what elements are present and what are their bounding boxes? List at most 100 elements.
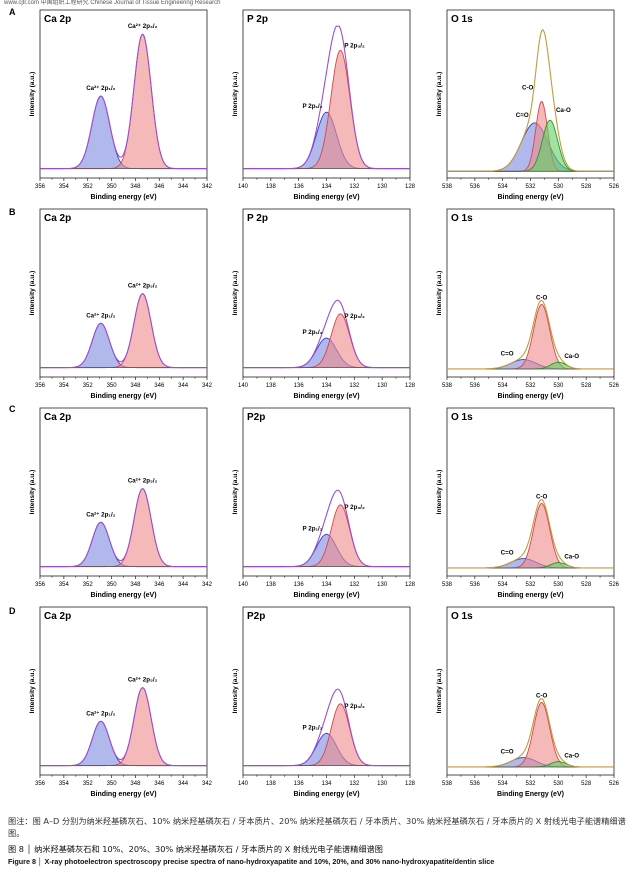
xps-figure: A B C D 356 354 352 350 348 346 344 342 Binding ener… (9, 7, 620, 798)
plot-frame (39, 407, 208, 577)
xps-panel-c-2: 140 138 136 134 132 130 128 Binding energy (eV)… (232, 407, 416, 599)
plot-frame (39, 208, 208, 378)
peak-label-0: P 2p₁/₂ (303, 103, 323, 110)
envelope-line (447, 499, 614, 569)
x-tick-label: 136 (294, 582, 305, 588)
y-axis-label: Intensity (a.u.) (232, 271, 239, 316)
x-tick-label: 342 (202, 184, 213, 190)
peak-label-1: P 2p₃/₂ (344, 42, 365, 49)
x-tick-label: 138 (266, 582, 277, 588)
y-axis-label: Intensity (a.u.) (232, 669, 239, 714)
x-tick-label: 356 (35, 781, 46, 787)
plot-title: O 1s (451, 14, 473, 25)
xps-panel-a-3: 538 536 534 532 530 528 526 Binding energy (eV)… (436, 9, 620, 201)
envelope-line (447, 29, 614, 172)
peak-label-1: Ca²⁺ 2p₃/₂ (128, 478, 158, 485)
peak-label-1: Ca²⁺ 2p₃/₂ (128, 677, 158, 684)
x-tick-label: 128 (405, 184, 416, 190)
x-tick-label: 132 (349, 781, 360, 787)
peak-fill-1 (243, 313, 410, 368)
x-tick-label: 526 (609, 781, 620, 787)
panel-letter-c: C (9, 404, 16, 414)
y-axis-label: Intensity (a.u.) (232, 470, 239, 515)
peak-label-2: Ca-O (564, 554, 579, 561)
xps-panel-c-3: 538 536 534 532 530 528 526 Binding energy (eV)… (436, 407, 620, 599)
plot-frame (39, 606, 208, 776)
peak-label-2: Ca-O (564, 753, 579, 760)
xps-panel-a-1: 356 354 352 350 348 346 344 342 Binding energy (… (29, 9, 213, 201)
x-tick-label: 350 (107, 184, 118, 190)
x-tick-label: 528 (581, 781, 592, 787)
figure-note: 图注：图 A–D 分别为纳米羟基磷灰石、10% 纳米羟基磷灰石 / 牙本质片、2… (8, 816, 626, 838)
x-tick-label: 344 (178, 781, 189, 787)
envelope-line (40, 488, 207, 568)
peak-line-1 (40, 687, 207, 767)
plot-frame (39, 9, 208, 179)
plot-title: P 2p (247, 14, 268, 25)
plot-title: O 1s (451, 611, 473, 622)
x-tick-label: 350 (107, 781, 118, 787)
x-axis-label: Binding energy (eV) (293, 393, 359, 400)
peak-label-1: C-O (536, 692, 548, 699)
x-tick-label: 528 (581, 582, 592, 588)
x-axis-label: Binding energy (eV) (90, 194, 156, 201)
x-tick-label: 134 (321, 582, 332, 588)
figure-title-en: Figure 8 │ X-ray photoelectron spectrosc… (8, 857, 495, 866)
envelope-line (40, 687, 207, 767)
peak-fill-1 (40, 687, 207, 766)
x-axis-label: Binding energy (eV) (497, 592, 563, 599)
peak-label-2: Ca-O (556, 107, 571, 114)
x-tick-label: 352 (83, 184, 94, 190)
x-tick-label: 140 (238, 184, 249, 190)
x-tick-label: 132 (349, 184, 360, 190)
x-axis-label: Binding energy (eV) (90, 791, 156, 798)
envelope-line (447, 698, 614, 768)
x-tick-label: 354 (59, 184, 70, 190)
x-axis-label: Binding energy (eV) (293, 194, 359, 201)
x-tick-label: 346 (154, 781, 165, 787)
x-tick-label: 530 (553, 582, 564, 588)
xps-panel-a-2: 140 138 136 134 132 130 128 Binding energy (eV)… (232, 9, 416, 201)
peak-label-1: P 2p₃/₂ (344, 313, 365, 320)
x-tick-label: 346 (154, 184, 165, 190)
peak-label-0: P 2p₁/₂ (303, 724, 323, 731)
x-tick-label: 534 (498, 383, 509, 389)
envelope-line (243, 25, 410, 170)
x-tick-label: 534 (498, 781, 509, 787)
x-tick-label: 140 (238, 781, 249, 787)
panel-letter-a: A (9, 7, 16, 17)
x-tick-label: 344 (178, 582, 189, 588)
x-tick-label: 134 (321, 184, 332, 190)
peak-label-1: Ca²⁺ 2p₃/₂ (128, 283, 158, 290)
x-tick-label: 138 (266, 184, 277, 190)
plot-title: P2p (247, 611, 265, 622)
x-tick-label: 530 (553, 781, 564, 787)
xps-panel-c-1: 356 354 352 350 348 346 344 342 Binding energy (… (29, 407, 213, 599)
x-tick-label: 128 (405, 383, 416, 389)
x-tick-label: 536 (470, 184, 481, 190)
peak-label-0: P 2p₁/₂ (303, 525, 323, 532)
peak-label-1: C-O (522, 84, 534, 91)
x-tick-label: 526 (609, 383, 620, 389)
x-axis-label: Binding energy (eV) (293, 592, 359, 599)
x-tick-label: 532 (525, 383, 536, 389)
peak-label-0: C=O (501, 749, 514, 756)
peak-label-0: Ca²⁺ 2p₁/₂ (86, 511, 115, 518)
envelope-line (243, 299, 410, 369)
plot-title: Ca 2p (44, 611, 71, 622)
x-tick-label: 344 (178, 184, 189, 190)
x-tick-label: 352 (83, 582, 94, 588)
peak-fill-1 (40, 488, 207, 567)
x-tick-label: 536 (470, 781, 481, 787)
peak-label-0: Ca²⁺ 2p₁/₂ (86, 85, 115, 92)
peak-line-1 (40, 33, 207, 170)
x-tick-label: 136 (294, 383, 305, 389)
peak-line-1 (40, 488, 207, 568)
x-tick-label: 130 (377, 781, 388, 787)
x-tick-label: 354 (59, 582, 70, 588)
peak-fill-1 (243, 504, 410, 567)
peak-label-1: C-O (536, 493, 548, 500)
x-tick-label: 530 (553, 383, 564, 389)
y-axis-label: Intensity (a.u.) (436, 669, 443, 714)
x-tick-label: 356 (35, 383, 46, 389)
